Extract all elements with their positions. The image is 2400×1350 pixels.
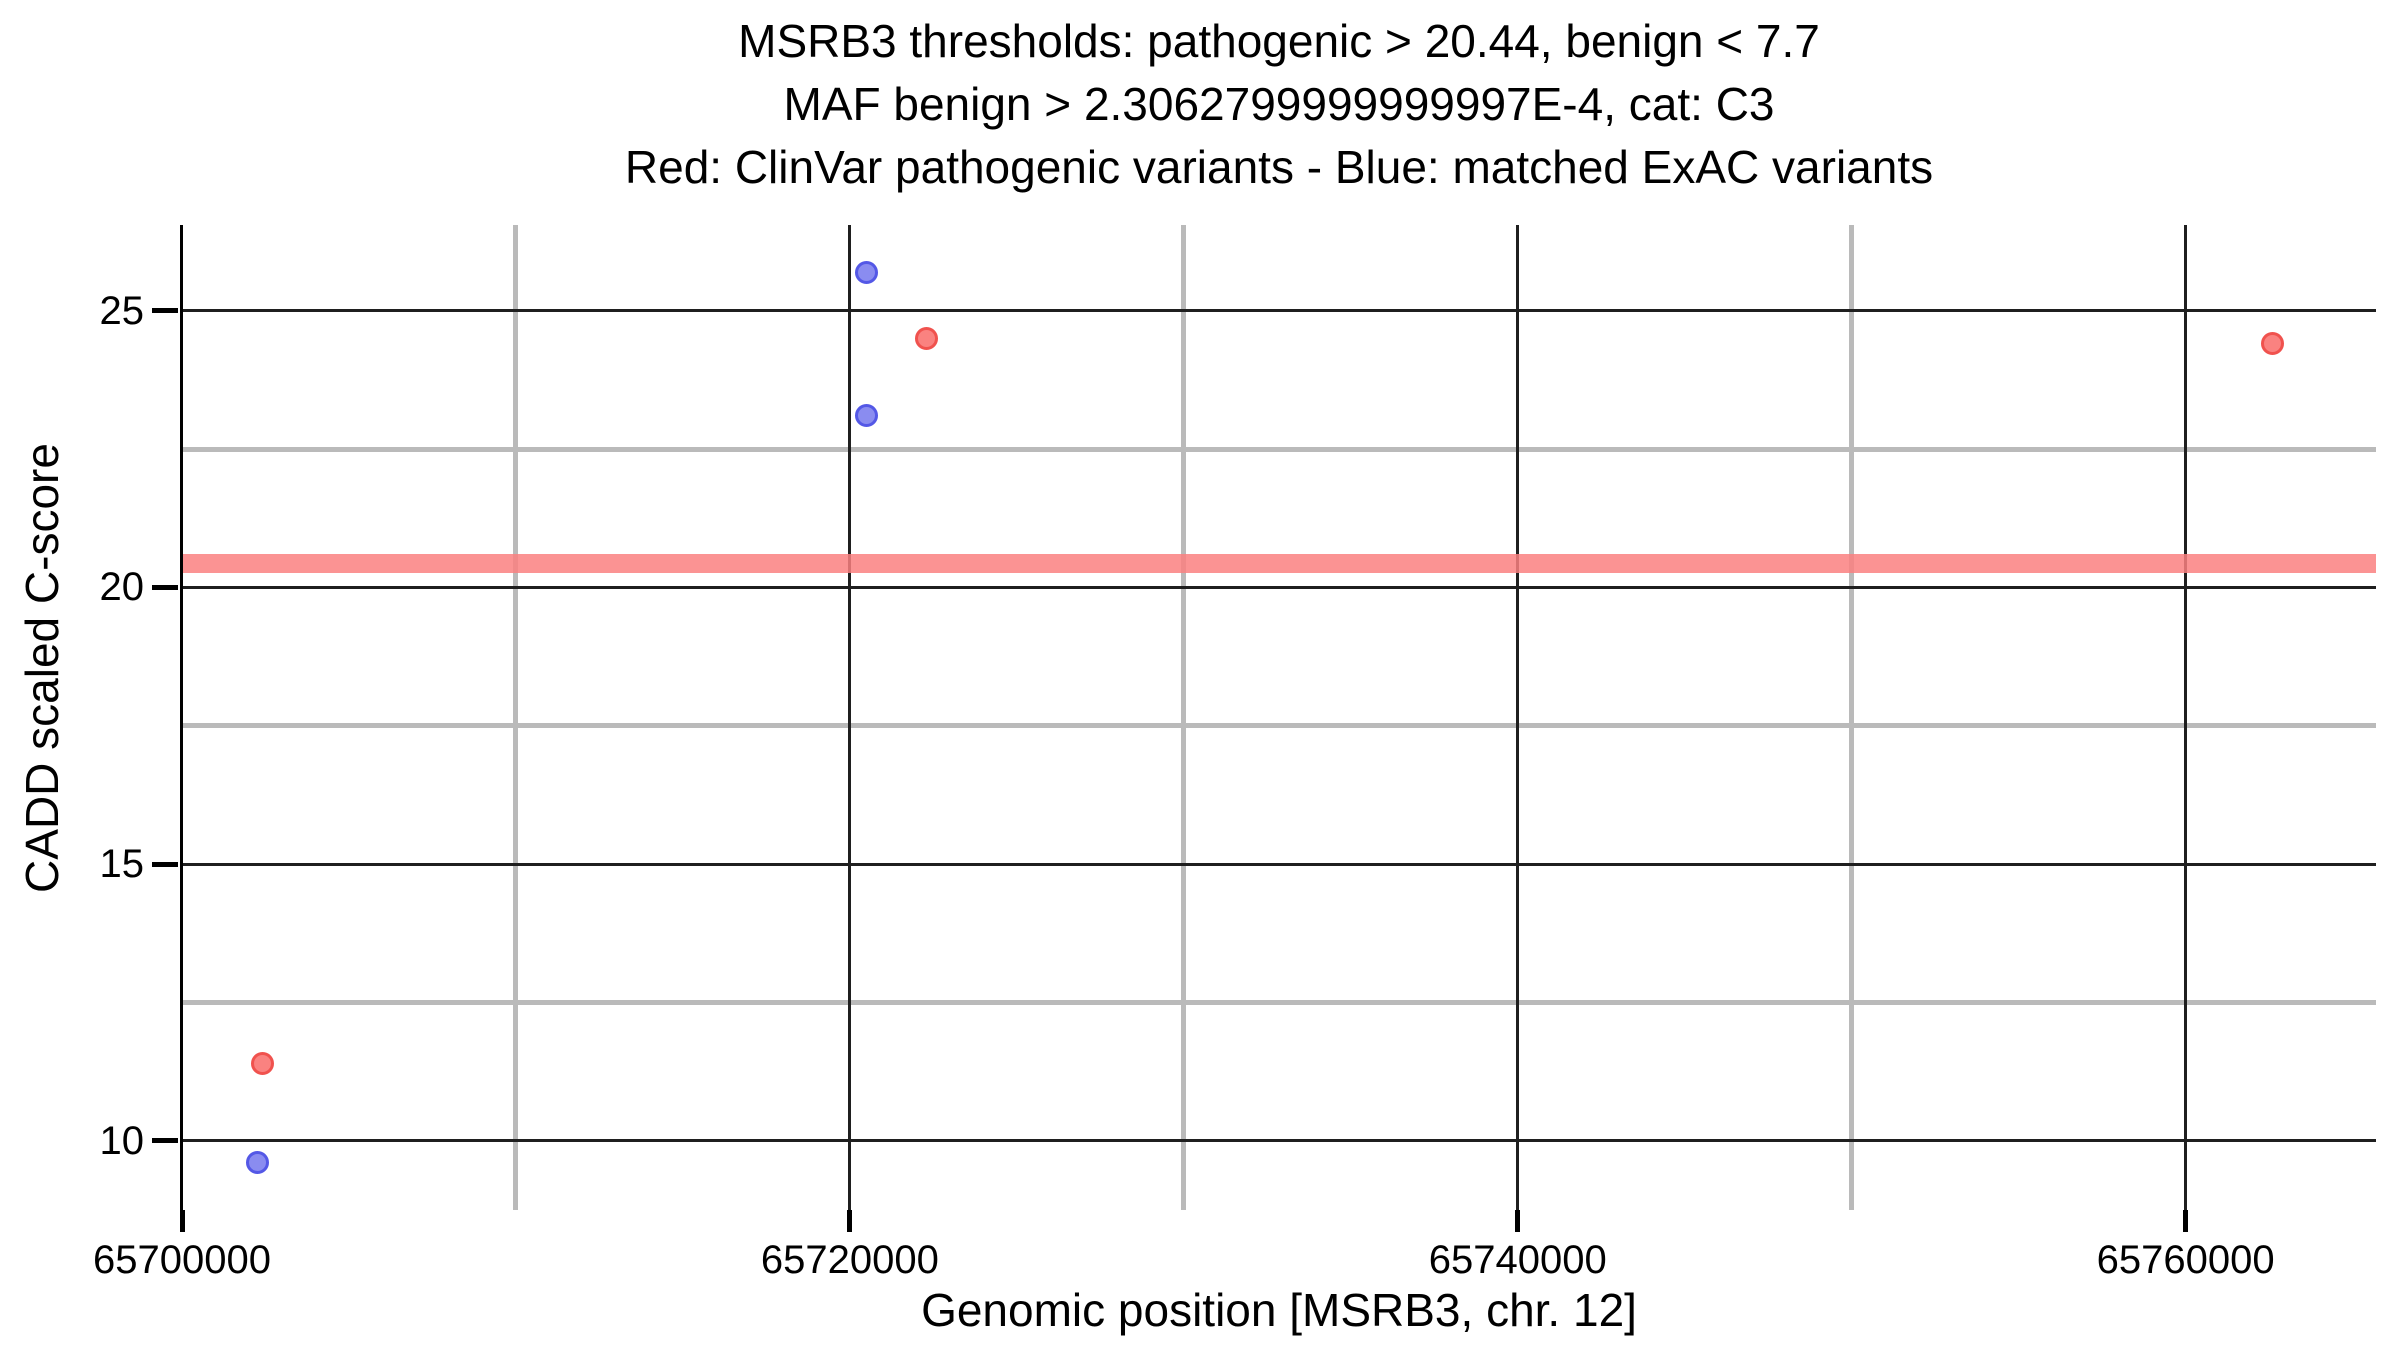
y-axis-title: CADD scaled C-score — [16, 443, 68, 893]
plot-area — [182, 225, 2376, 1210]
y-tick-label: 10 — [99, 1118, 145, 1163]
x-tick-label: 65720000 — [760, 1238, 939, 1282]
y-minor-gridline — [182, 446, 2376, 452]
y-axis-tick — [152, 584, 178, 590]
y-major-gridline — [182, 1139, 2376, 1143]
y-tick-label: 15 — [99, 842, 145, 887]
x-axis-tick — [1515, 1210, 1521, 1232]
y-major-gridline — [182, 862, 2376, 866]
y-axis-line — [180, 225, 183, 1213]
y-tick-label: 25 — [99, 288, 145, 333]
title-line-2: MAF benign > 2.3062799999999997E-4, cat:… — [783, 78, 1775, 130]
y-tick-label: 20 — [99, 565, 145, 610]
y-major-gridline — [182, 309, 2376, 313]
x-major-gridline — [1516, 225, 1520, 1210]
y-axis-tick — [152, 1138, 178, 1144]
y-axis-tick — [152, 861, 178, 867]
data-point-clinvar-pathogenic — [2260, 332, 2284, 356]
chart-title: MSRB3 thresholds: pathogenic > 20.44, be… — [182, 10, 2376, 199]
x-minor-gridline — [1181, 225, 1187, 1210]
data-point-clinvar-pathogenic — [250, 1051, 274, 1075]
title-line-3: Red: ClinVar pathogenic variants - Blue:… — [624, 141, 1934, 193]
x-major-gridline — [2184, 225, 2188, 1210]
x-minor-gridline — [513, 225, 519, 1210]
x-tick-label: 65700000 — [93, 1238, 271, 1282]
x-axis-tick — [179, 1210, 185, 1232]
data-point-exac-matched — [855, 260, 879, 284]
x-tick-label: 65760000 — [2096, 1238, 2275, 1282]
y-minor-gridline — [182, 999, 2376, 1005]
title-line-1: MSRB3 thresholds: pathogenic > 20.44, be… — [738, 15, 1820, 67]
x-tick-label: 65740000 — [1428, 1238, 1607, 1282]
y-minor-gridline — [182, 723, 2376, 729]
data-point-clinvar-pathogenic — [915, 326, 939, 350]
data-point-exac-matched — [245, 1151, 269, 1175]
data-point-exac-matched — [855, 404, 879, 428]
x-axis-title: Genomic position [MSRB3, chr. 12] — [921, 1284, 1637, 1336]
x-axis-tick — [2183, 1210, 2189, 1232]
x-axis-tick — [847, 1210, 853, 1232]
x-major-gridline — [848, 225, 852, 1210]
x-minor-gridline — [1849, 225, 1855, 1210]
y-major-gridline — [182, 585, 2376, 589]
y-axis-tick — [152, 308, 178, 314]
pathogenic-threshold-band — [182, 553, 2376, 573]
